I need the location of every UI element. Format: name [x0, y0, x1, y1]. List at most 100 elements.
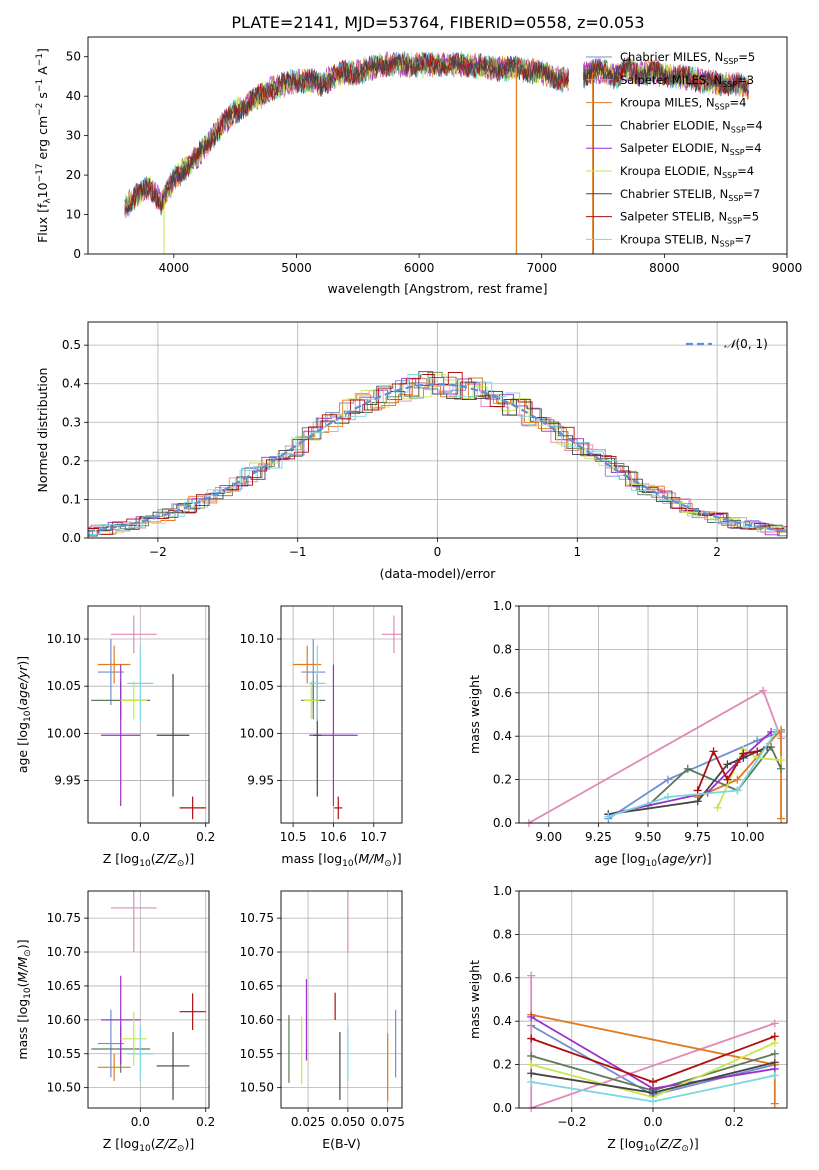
x-axis-label-part: M/M: [359, 851, 385, 866]
x-axis-label-part: Z [log: [607, 1136, 643, 1151]
y-tick-label: 10.05: [47, 679, 81, 693]
y-tick-label: 10.65: [240, 979, 274, 993]
y-tick-label: 50: [66, 50, 81, 64]
y-axis-label-part: λ: [43, 198, 53, 204]
legend-label-sub: SSP: [723, 57, 738, 66]
y-axis-label: age [log10(age/yr)]: [15, 656, 33, 773]
spectrum-line: [124, 52, 749, 214]
x-axis-label: Z [log10(Z/Z⊙)]: [103, 851, 194, 869]
weight-marker: [753, 747, 762, 756]
x-axis-label-part: ⊙: [177, 859, 185, 869]
weight-marker: [733, 786, 742, 795]
weight-line: [607, 731, 782, 820]
y-axis-label-part: −17: [35, 163, 45, 182]
y-axis-label-part: age [log: [15, 722, 30, 773]
y-axis-label: mass weight: [467, 960, 482, 1039]
weight-marker: [770, 1099, 779, 1108]
y-tick-label: 10.50: [240, 1081, 274, 1095]
weight-line: [608, 729, 778, 818]
y-axis-label-part: A: [35, 66, 50, 79]
y-tick-label: 0.4: [493, 729, 512, 743]
weight-marker: [770, 1032, 779, 1041]
weight-marker: [777, 764, 786, 773]
legend-label-text: Salpeter ELODIE, N: [620, 141, 730, 155]
x-tick-label: 0.0: [643, 1115, 662, 1129]
y-tick-label: 10.70: [240, 945, 274, 959]
weight-marker: [759, 686, 768, 695]
x-tick-label: 0.025: [291, 1115, 325, 1129]
weight-marker: [663, 792, 672, 801]
x-tick-label: 10.00: [730, 830, 764, 844]
legend-label-sub: SSP: [720, 239, 735, 248]
histogram-step: [88, 372, 787, 535]
legend-label: Chabrier MILES, NSSP=5: [620, 50, 755, 66]
plot-background: [281, 606, 402, 823]
y-tick-label: 0.2: [62, 454, 81, 468]
x-tick-label: −1: [289, 545, 307, 559]
weight-marker: [723, 775, 732, 784]
weight-marker: [649, 1097, 657, 1106]
y-axis-label-part: age/yr: [15, 665, 30, 706]
residuals-panel: −2 −1 0 1 2 0.0 0.1 0.2 0.3 0.4 0.5 𝒩(0, 1) (data-mo…: [35, 321, 788, 581]
weight-marker: [527, 1034, 536, 1043]
weight-line: [697, 727, 782, 819]
x-axis-label: Z [log10(Z/Z⊙)]: [607, 1136, 698, 1154]
x-axis-label-part: ⊙: [681, 1144, 689, 1154]
x-tick-label: −2: [149, 545, 167, 559]
spectrum-line: [124, 52, 749, 216]
y-tick-label: 0.2: [493, 1058, 512, 1072]
mass-vs-metallicity-panel: 0.0 0.2 10.50 10.55 10.60 10.65 10.70 10.75 Z [l…: [15, 890, 215, 1154]
x-axis-label-part: (: [151, 1136, 156, 1151]
y-tick-label: 10.60: [240, 1013, 274, 1027]
x-axis-label-part: ⊙: [177, 1144, 185, 1154]
y-axis-label-part: −2: [35, 103, 45, 116]
weight-marker: [777, 814, 786, 823]
weight-marker: [649, 1077, 657, 1086]
y-tick-label: 0.0: [493, 816, 512, 830]
x-tick-label: 5000: [281, 261, 312, 275]
x-axis-label-part: age [log: [594, 851, 645, 866]
legend-label-sub: SSP: [715, 103, 730, 112]
legend-label-text: Chabrier STELIB, N: [620, 187, 728, 201]
y-tick-label: 0.2: [493, 773, 512, 787]
legend-label-count: =4: [745, 141, 762, 155]
weight-marker: [723, 760, 732, 769]
legend-label-count: =3: [737, 73, 754, 87]
y-tick-label: 10.50: [47, 1081, 81, 1095]
y-tick-label: 0: [73, 247, 81, 261]
legend-label: Chabrier ELODIE, NSSP=4: [620, 118, 763, 134]
legend-label-sub: SSP: [722, 80, 737, 89]
legend-label: 𝒩(0, 1): [724, 337, 768, 351]
weight-marker: [527, 971, 536, 980]
y-axis-label-part: 10: [23, 710, 33, 722]
plot-frame: [87, 321, 788, 539]
normal-curve: [88, 382, 787, 533]
weight-line: [608, 731, 772, 816]
x-axis-label: E(B-V): [322, 1136, 361, 1151]
y-tick-label: 0.6: [493, 971, 512, 985]
weight-marker: [527, 1051, 536, 1060]
x-axis-label-part: Z/Z: [155, 851, 178, 866]
legend-label: Kroupa ELODIE, NSSP=4: [620, 164, 754, 180]
y-tick-label: 40: [66, 89, 81, 103]
x-tick-label: 0: [434, 545, 442, 559]
x-axis-label-part: 10: [646, 859, 658, 869]
weight-marker: [693, 797, 702, 806]
weight-marker: [770, 1058, 779, 1067]
legend-label-text: Salpeter MILES, N: [620, 73, 722, 87]
x-axis-label-part: Z [log: [103, 851, 139, 866]
y-tick-label: 1.0: [493, 884, 512, 898]
legend-label-sub: SSP: [731, 125, 746, 134]
legend-label-text: Kroupa MILES, N: [620, 96, 715, 110]
x-axis-label-part: age/yr: [662, 851, 703, 866]
y-axis-label-part: s: [35, 92, 50, 103]
x-tick-label: 0.0: [131, 1115, 150, 1129]
legend-label-text: Kroupa STELIB, N: [620, 232, 720, 246]
x-tick-label: 9.00: [535, 830, 562, 844]
weight-marker: [527, 1077, 536, 1086]
x-tick-label: 10.6: [320, 830, 347, 844]
y-tick-label: 10: [66, 208, 81, 222]
x-tick-label: 0.050: [331, 1115, 365, 1129]
